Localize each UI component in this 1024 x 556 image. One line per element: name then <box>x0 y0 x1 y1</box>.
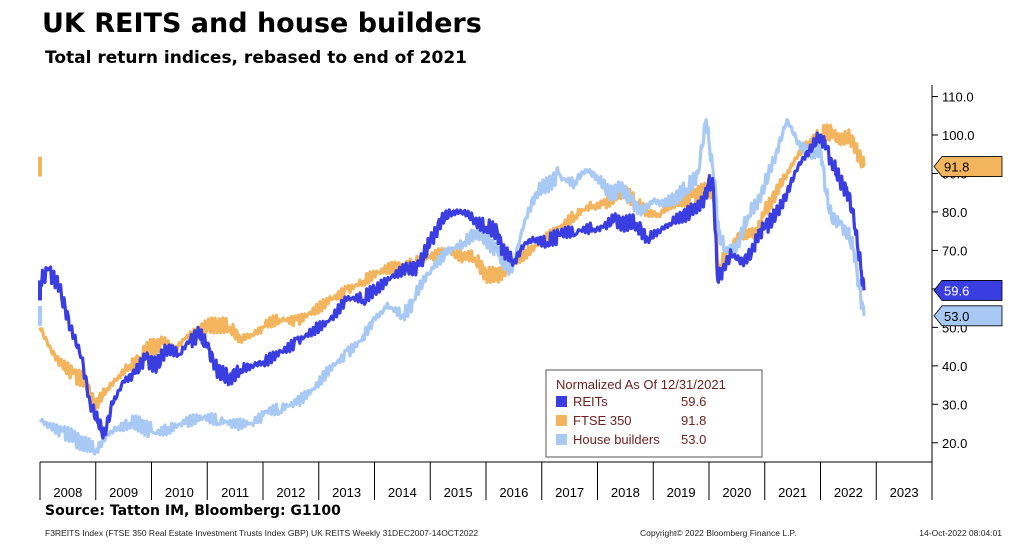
x-tick-label: 2022 <box>834 485 863 500</box>
legend-box <box>545 369 763 458</box>
legend-title: Normalized As Of 12/31/2021 <box>556 377 726 392</box>
x-tick-label: 2009 <box>109 485 138 500</box>
legend: Normalized As Of 12/31/2021 REITs 59.6 FTSE… <box>545 369 763 458</box>
chart-subtitle: Total return indices, rebased to end of … <box>45 48 467 68</box>
left-edge-marker-house-builders <box>38 305 42 326</box>
y-tick-label: 110.0 <box>942 90 974 105</box>
y-axis: 110.0100.090.080.070.060.050.040.030.020… <box>932 90 975 451</box>
footer-copyright: Copyright© 2022 Bloomberg Finance L.P. <box>640 528 797 538</box>
left-edge-marker-reits <box>38 280 42 301</box>
x-tick-label: 2010 <box>165 485 194 500</box>
last-value-marker-ftse-350 <box>933 156 1003 177</box>
x-tick-label: 2015 <box>444 485 473 500</box>
series-line-house-builders <box>38 117 866 456</box>
y-tick-label: 100.0 <box>942 128 975 143</box>
legend-value-reits: 59.6 <box>681 394 706 409</box>
series-layer <box>38 117 866 456</box>
last-value-marker-reits <box>933 280 1003 301</box>
footer-index-description: F3REITS Index (FTSE 350 Real Estate Inve… <box>45 528 479 538</box>
legend-value-house-builders: 53.0 <box>681 432 706 447</box>
x-tick-label: 2013 <box>332 485 361 500</box>
x-tick-label: 2020 <box>722 485 751 500</box>
series-line-reits <box>39 131 866 440</box>
x-tick-label: 2018 <box>611 485 640 500</box>
chart-title: UK REITS and house builders <box>42 8 482 39</box>
y-tick-label: 30.0 <box>942 397 967 412</box>
x-tick-label: 2008 <box>53 485 82 500</box>
y-tick-label: 40.0 <box>942 359 967 374</box>
legend-swatch-house-builders <box>556 434 567 445</box>
x-tick-label: 2014 <box>388 485 417 500</box>
x-tick-label: 2016 <box>499 485 528 500</box>
footer-timestamp: 14-Oct-2022 08:04:01 <box>919 528 1002 538</box>
last-value-label-reits: 59.6 <box>944 283 969 298</box>
left-edge-marker-ftse-350 <box>38 156 42 177</box>
x-tick-label: 2012 <box>276 485 305 500</box>
legend-label-reits: REITs <box>573 394 608 409</box>
legend-swatch-ftse-350 <box>556 415 567 426</box>
x-tick-label: 2017 <box>555 485 584 500</box>
last-value-label-ftse-350: 91.8 <box>944 160 969 175</box>
last-value-marker-house-builders <box>933 305 1003 327</box>
y-tick-label: 20.0 <box>942 436 967 451</box>
y-tick-label: 70.0 <box>942 243 967 258</box>
last-value-labels: 59.6 91.8 53.0 <box>38 156 1003 327</box>
x-tick-label: 2011 <box>221 485 249 500</box>
x-tick-label: 2019 <box>667 485 696 500</box>
x-tick-label: 2023 <box>890 485 919 500</box>
legend-swatch-reits <box>556 396 567 407</box>
x-axis: 2008 2009 2010 2011 2012 2013 2014 2015 2016 2017… <box>39 462 933 500</box>
plot-frame <box>39 85 933 500</box>
x-tick-label: 2021 <box>778 485 807 500</box>
last-value-label-house-builders: 53.0 <box>944 309 969 324</box>
legend-label-ftse-350: FTSE 350 <box>573 413 632 428</box>
source-note: Source: Tatton IM, Bloomberg: G1100 <box>45 503 341 519</box>
legend-value-ftse-350: 91.8 <box>681 413 706 428</box>
legend-label-house-builders: House builders <box>573 432 660 447</box>
series-line-ftse-350 <box>38 123 866 412</box>
y-tick-label: 80.0 <box>942 205 967 220</box>
